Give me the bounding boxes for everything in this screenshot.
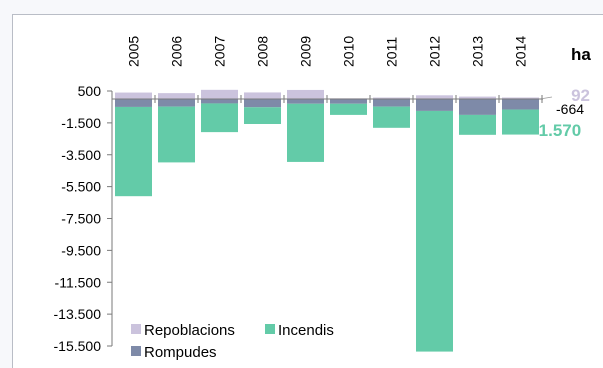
y-tick-labels: 500 -1.500 -3.500 -5.500 -7.500 -9.500 -11.500…: [54, 83, 102, 354]
x-tick-labels: 2005 2006 2007 2008 2009 2010 2011 2012 2013 2014: [126, 36, 529, 67]
x-tick-label-2010: 2010: [341, 36, 357, 67]
x-tick-label-2005: 2005: [126, 36, 142, 67]
y-tick-label: -1.500: [61, 115, 101, 131]
bar-rompudes-2013: [459, 98, 496, 115]
bar-incendis-2006: [158, 106, 195, 163]
y-tick-label: -15.500: [54, 338, 102, 354]
bar-incendis-2007: [201, 103, 238, 133]
bars-layer: [115, 89, 539, 352]
legend-label-incendis: Incendis: [278, 322, 334, 339]
bar-rompudes-2006: [158, 98, 195, 107]
bar-repoblacions-2006: [158, 93, 195, 99]
x-tick-label-2007: 2007: [212, 36, 228, 67]
bar-rompudes-2008: [244, 98, 281, 108]
bar-incendis-2012: [416, 110, 453, 352]
bar-rompudes-2010: [330, 98, 367, 104]
x-tick-label-2012: 2012: [427, 36, 443, 67]
bar-incendis-2008: [244, 107, 281, 124]
bar-incendis-2010: [330, 103, 367, 115]
legend-bg: [124, 318, 254, 366]
legend-label-rompudes: Rompudes: [144, 344, 217, 361]
legend-swatch-repoblacions: [131, 324, 141, 334]
bar-rompudes-2007: [201, 98, 238, 104]
bar-rompudes-2012: [416, 98, 453, 111]
annotations: 92-664 -1.570: [533, 86, 590, 140]
bar-rompudes-2011: [373, 98, 410, 107]
legend-swatch-incendis: [265, 324, 275, 334]
axis-layer: [107, 90, 543, 347]
legend-label-repoblacions: Repoblacions: [144, 322, 235, 339]
annotation-incendis: -1.570: [533, 121, 581, 140]
y-tick-label: -5.500: [61, 179, 101, 195]
bar-repoblacions-2014: [502, 97, 539, 99]
bar-repoblacions-2013: [459, 96, 496, 99]
y-tick-label: -9.500: [61, 242, 101, 258]
y-tick-label: -7.500: [61, 211, 101, 227]
bar-repoblacions-2005: [115, 92, 152, 99]
y-tick-label: -13.500: [54, 306, 102, 322]
x-tick-label-2006: 2006: [169, 36, 185, 67]
bar-rompudes-2009: [287, 98, 324, 104]
bar-repoblacions-2011: [373, 97, 410, 99]
annotation-rompudes: -664: [556, 101, 584, 117]
bar-rompudes-2014: [502, 98, 539, 110]
bar-incendis-2014: [502, 109, 539, 135]
x-tick-label-2013: 2013: [470, 36, 486, 67]
legend: Repoblacions Incendis Rompudes: [124, 318, 334, 366]
bar-incendis-2005: [115, 106, 152, 197]
x-tick-label-2008: 2008: [255, 36, 271, 67]
bar-repoblacions-2008: [244, 92, 281, 99]
legend-swatch-rompudes: [131, 346, 141, 356]
bar-rompudes-2005: [115, 98, 152, 107]
unit-label: ha: [571, 45, 591, 64]
bar-repoblacions-2007: [201, 89, 238, 99]
bar-incendis-2013: [459, 114, 496, 135]
annotation-repoblacions: 92: [571, 86, 590, 105]
bar-incendis-2011: [373, 106, 410, 128]
bar-repoblacions-2009: [287, 89, 324, 99]
x-tick-label-2009: 2009: [298, 36, 314, 67]
x-tick-label-2014: 2014: [513, 36, 529, 67]
bar-incendis-2009: [287, 103, 324, 162]
annotation-leader: [542, 96, 553, 99]
y-tick-label: 500: [78, 83, 102, 99]
x-tick-label-2011: 2011: [384, 37, 400, 67]
y-tick-label: -11.500: [55, 274, 102, 290]
y-tick-label: -3.500: [61, 147, 101, 163]
plot-area: [12, 14, 603, 368]
bar-repoblacions-2012: [416, 95, 453, 99]
